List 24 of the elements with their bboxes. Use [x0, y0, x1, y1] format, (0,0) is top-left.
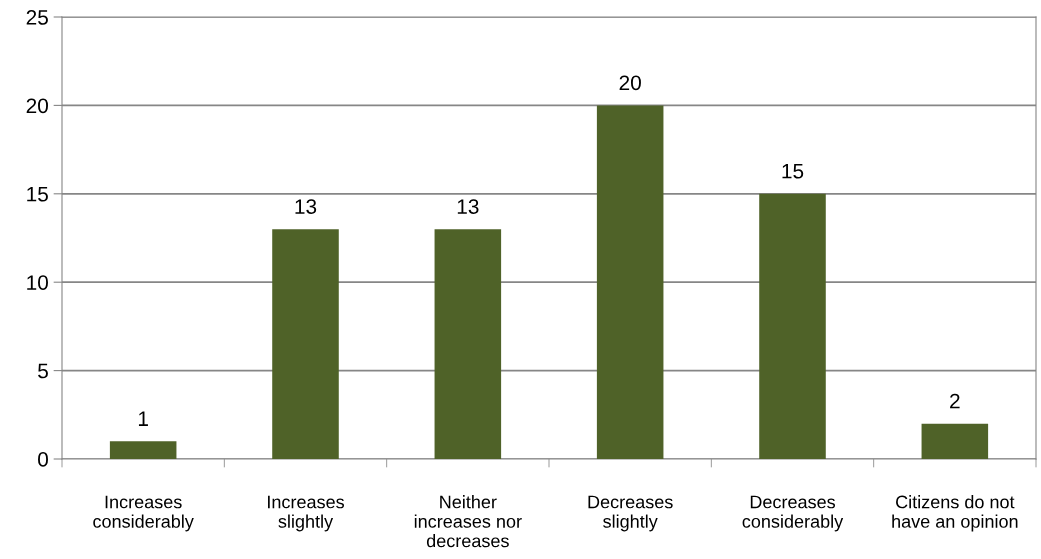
- data-label: 20: [619, 75, 641, 91]
- data-label: 13: [295, 199, 317, 214]
- data-label: 13: [457, 199, 479, 214]
- bar: [921, 423, 989, 459]
- bar: [109, 441, 177, 459]
- y-tick-label: 20: [26, 98, 48, 114]
- bar: [596, 105, 664, 459]
- y-tick-label: 0: [38, 452, 48, 467]
- x-tick-label: Citizens do not have an opinion: [892, 495, 1018, 532]
- x-tick-label: Decreases considerably: [742, 495, 844, 532]
- bar: [759, 193, 826, 459]
- data-label: 2: [950, 393, 960, 409]
- x-tick-label: Increases considerably: [93, 495, 194, 532]
- data-label: 15: [782, 164, 804, 179]
- y-tick-label: 15: [27, 187, 48, 202]
- x-tick-label: Neither increases nor decreases: [414, 495, 522, 548]
- x-tick-label: Increases slightly: [268, 495, 344, 532]
- y-tick-label: 5: [38, 363, 48, 379]
- x-tick-label: Decreases slightly: [588, 495, 673, 532]
- bar: [272, 229, 339, 459]
- data-label: 1: [138, 411, 148, 426]
- bar: [434, 229, 502, 459]
- y-tick-label: 25: [26, 10, 48, 25]
- y-tick-label: 10: [27, 275, 48, 290]
